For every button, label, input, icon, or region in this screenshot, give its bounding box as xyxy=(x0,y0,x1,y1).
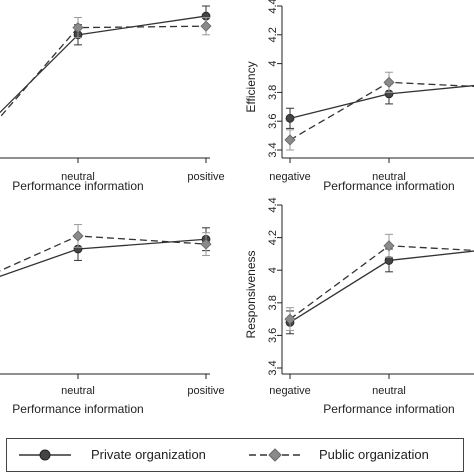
public-legend-label: Public organization xyxy=(319,447,429,462)
x-tick-label-negative: negative xyxy=(269,171,311,183)
y-tick-label: 4.2 xyxy=(267,230,279,245)
legend: Private organization Public organization xyxy=(6,438,464,472)
public-point xyxy=(284,134,296,146)
y-tick-label: 4.2 xyxy=(267,27,279,42)
y-tick-label: 3.4 xyxy=(267,360,279,375)
private-point xyxy=(285,113,295,123)
y-tick-label: 3.4 xyxy=(267,142,279,157)
private-series-line xyxy=(289,250,474,323)
y-tick-label: 4 xyxy=(267,61,279,67)
y-tick-label: 3.8 xyxy=(267,85,279,100)
public-point xyxy=(72,230,84,242)
x-tick-label-neutral: neutral xyxy=(61,385,95,397)
y-tick-label: 4.4 xyxy=(267,0,279,14)
x-tick-label-negative: negative xyxy=(269,385,311,397)
x-tick-label-positive: positive xyxy=(187,385,224,397)
x-tick-label-neutral: neutral xyxy=(372,171,406,183)
public-point xyxy=(383,240,395,252)
y-tick-label: 3.6 xyxy=(267,328,279,343)
panel-top-left: neutral positive Performance information xyxy=(0,5,225,193)
public-legend-symbol xyxy=(249,448,301,462)
panel-top-right: 3.4 3.6 3.8 4 4.2 4.4 Efficiency negative neutra… xyxy=(244,0,474,193)
public-point xyxy=(200,20,212,32)
private-series-line xyxy=(0,238,207,277)
y-tick-label: 3.6 xyxy=(267,114,279,129)
private-series-line xyxy=(0,15,207,114)
y-axis-label: Efficiency xyxy=(244,61,258,112)
x-tick-label-positive: positive xyxy=(187,171,224,183)
public-series-line xyxy=(0,235,207,272)
public-point xyxy=(72,22,84,34)
x-tick-label-neutral: neutral xyxy=(372,385,406,397)
public-point xyxy=(200,238,212,250)
x-axis-label: Performance information xyxy=(323,179,454,193)
y-tick-label: 3.8 xyxy=(267,295,279,310)
panel-bottom-right: 3.4 3.6 3.8 4 4.2 4.4 Responsiveness negative ne… xyxy=(244,197,474,416)
private-series-line xyxy=(289,84,474,119)
private-legend-label: Private organization xyxy=(91,447,206,462)
x-axis-label: Performance information xyxy=(12,402,143,416)
x-axis-label: Performance information xyxy=(12,179,143,193)
panel-bottom-left: neutral positive Performance information xyxy=(0,224,225,416)
y-tick-label: 4.4 xyxy=(267,197,279,212)
y-axis-label: Responsiveness xyxy=(244,250,258,338)
public-point xyxy=(284,313,296,325)
public-series-line xyxy=(289,245,474,320)
private-legend-symbol xyxy=(19,449,71,461)
public-series-line xyxy=(0,25,207,119)
x-tick-label-neutral: neutral xyxy=(61,171,95,183)
y-tick-label: 4 xyxy=(267,267,279,273)
x-axis-label: Performance information xyxy=(323,402,454,416)
public-point xyxy=(383,76,395,88)
